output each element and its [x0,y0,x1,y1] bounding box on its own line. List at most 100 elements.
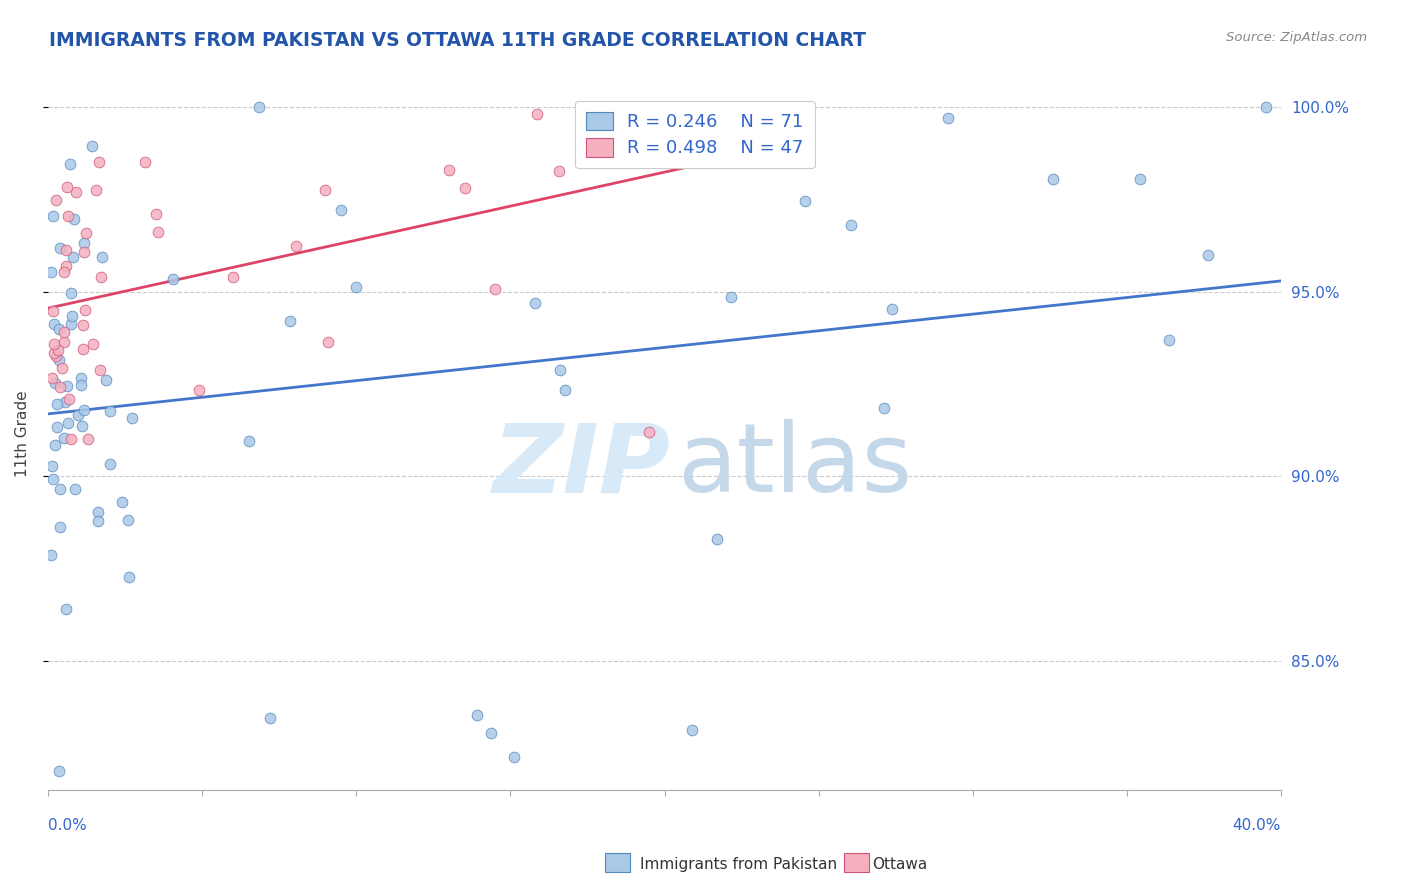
Point [479,726,502,740]
Point [77,432,100,446]
Point [49,241,72,255]
Point [44,438,66,452]
Point [75,226,97,240]
Point [526,107,548,121]
Point [82,336,104,351]
Text: 40.0%: 40.0% [1233,819,1281,833]
Point [720,290,742,304]
Point [39,265,62,279]
Point [41,458,63,473]
Point [465,707,488,722]
Point [839,218,862,232]
Point [344,280,367,294]
Point [45,349,67,363]
Point [53,335,76,350]
Point [55,243,77,257]
Point [58,392,80,407]
Point [117,570,139,584]
Point [94,373,117,387]
Point [72,403,94,417]
Point [936,112,959,126]
Point [41,209,63,223]
Point [145,207,167,221]
Point [502,750,524,764]
Point [681,723,703,737]
Text: Ottawa: Ottawa [872,857,927,872]
Point [146,225,169,239]
Point [134,154,156,169]
Point [90,269,112,284]
Point [55,180,77,194]
Point [247,100,270,114]
Point [66,409,89,423]
Point [80,139,103,153]
Point [58,209,80,223]
Point [48,764,70,779]
Point [873,401,896,415]
Point [314,183,336,197]
Point [42,337,65,351]
Point [69,371,91,385]
Point [439,162,461,177]
Point [655,107,678,121]
Point [98,403,121,417]
Point [42,472,65,486]
Point [59,318,82,332]
Point [91,250,114,264]
Point [51,361,73,376]
Point [89,363,111,377]
Point [49,520,72,534]
Point [59,285,82,300]
Text: Source: ZipAtlas.com: Source: ZipAtlas.com [1226,31,1367,45]
Point [87,514,110,528]
Point [329,203,352,218]
Point [69,378,91,392]
Point [70,418,93,433]
Point [1129,172,1152,186]
Point [1042,172,1064,186]
Text: Immigrants from Pakistan: Immigrants from Pakistan [640,857,837,872]
Point [62,250,84,264]
Point [238,434,260,449]
Point [316,334,339,349]
Point [548,164,571,178]
Point [87,505,110,519]
Point [52,265,75,279]
Point [48,353,70,368]
Point [65,186,87,200]
Point [880,302,903,317]
Point [53,431,76,445]
Point [794,194,817,209]
Y-axis label: 11th Grade: 11th Grade [15,391,30,477]
Point [98,458,121,472]
Point [72,235,94,250]
Point [63,482,86,496]
Point [42,345,65,359]
Point [49,482,72,496]
Text: ZIP: ZIP [494,419,671,512]
Text: atlas: atlas [676,419,912,512]
Point [60,432,83,446]
Point [42,317,65,331]
Point [48,322,70,336]
Point [73,302,96,317]
Point [548,363,571,377]
Point [72,318,94,332]
Point [59,157,82,171]
Point [60,309,83,323]
Point [52,325,75,339]
Text: 0.0%: 0.0% [48,819,87,833]
Point [42,303,65,318]
Point [1159,334,1181,348]
Point [278,314,301,328]
Text: IMMIGRANTS FROM PAKISTAN VS OTTAWA 11TH GRADE CORRELATION CHART: IMMIGRANTS FROM PAKISTAN VS OTTAWA 11TH … [49,31,866,50]
Point [121,411,143,425]
Legend: R = 0.246    N = 71, R = 0.498    N = 47: R = 0.246 N = 71, R = 0.498 N = 47 [575,101,814,169]
Point [706,533,728,547]
Point [45,193,67,207]
Point [1254,100,1277,114]
Point [72,342,94,356]
Point [55,259,77,273]
Point [484,282,506,296]
Point [56,379,79,393]
